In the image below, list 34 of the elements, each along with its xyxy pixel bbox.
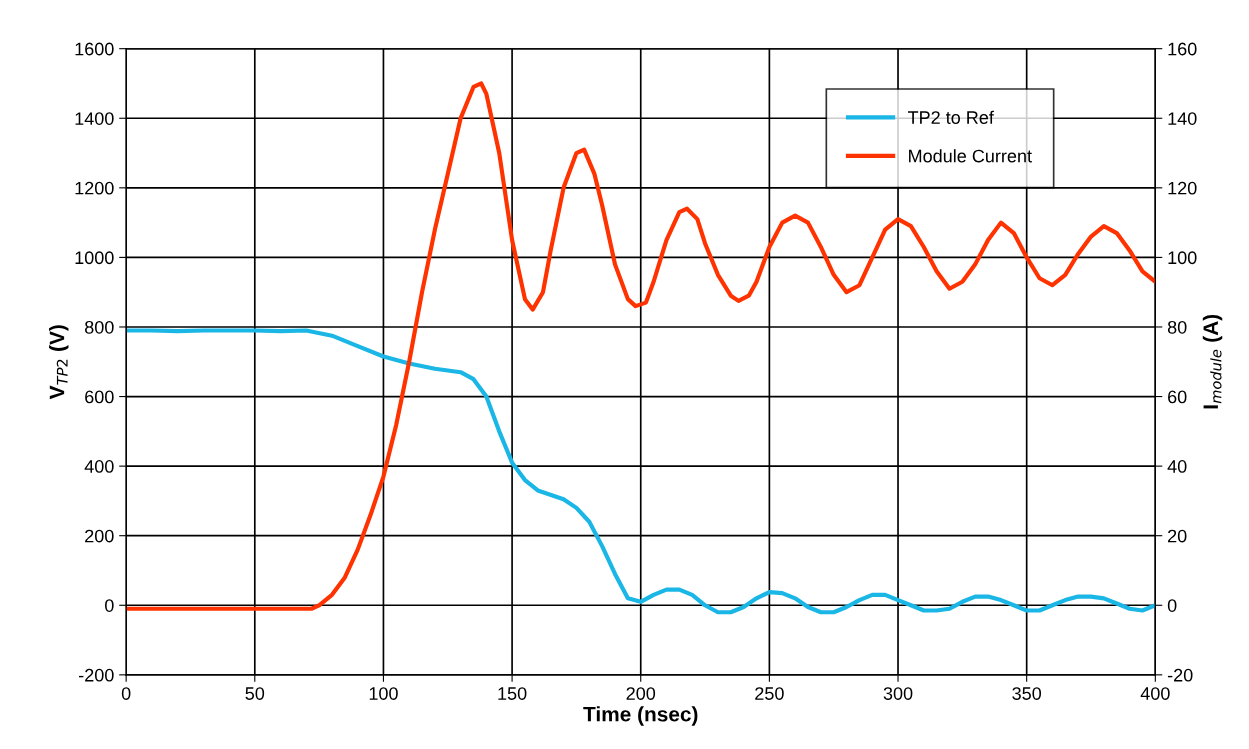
y2-tick-label: 100 (1168, 251, 1197, 265)
y2-tick-label: 160 (1168, 42, 1197, 56)
y-tick-label: -200 (79, 668, 114, 682)
legend-label: Module Current (909, 149, 1032, 163)
y2-axis-title: I$_{module}$ (A) (1202, 314, 1223, 409)
y-tick-label: 200 (85, 529, 114, 543)
y2-tick-label: 120 (1168, 181, 1197, 195)
x-tick-label: 200 (626, 687, 656, 700)
y-tick-label: 1200 (75, 181, 114, 195)
y-tick-label: 1400 (75, 112, 114, 125)
y-tick-label: 1600 (75, 42, 114, 56)
y-tick-label: 1000 (75, 251, 114, 265)
x-tick-label: 0 (121, 687, 131, 700)
y-tick-label: 600 (85, 390, 114, 404)
y-tick-label: 800 (85, 320, 114, 334)
x-tick-label: 100 (369, 687, 398, 700)
y2-tick-label: -20 (1167, 668, 1193, 682)
x-tick-label: 300 (883, 687, 913, 700)
legend-label: TP2 to Ref (907, 110, 994, 124)
x-tick-label: 150 (498, 687, 527, 700)
x-axis-title: Time (nsec) (583, 706, 698, 726)
x-tick-label: 400 (1140, 687, 1170, 700)
x-tick-label: 50 (245, 687, 265, 700)
x-tick-label: 250 (755, 687, 784, 700)
y-axis-title: V$_{TP2}$ (V) (49, 325, 69, 400)
y2-tick-label: 140 (1168, 112, 1197, 125)
y2-tick-label: 60 (1168, 390, 1187, 404)
x-tick-label: 350 (1012, 687, 1042, 700)
y2-tick-label: 80 (1167, 320, 1187, 334)
y2-tick-label: 0 (1167, 599, 1177, 612)
y2-tick-label: 40 (1167, 460, 1187, 473)
y-tick-label: 400 (84, 460, 114, 473)
y2-tick-label: 20 (1168, 529, 1187, 543)
y-tick-label: 0 (105, 599, 114, 612)
